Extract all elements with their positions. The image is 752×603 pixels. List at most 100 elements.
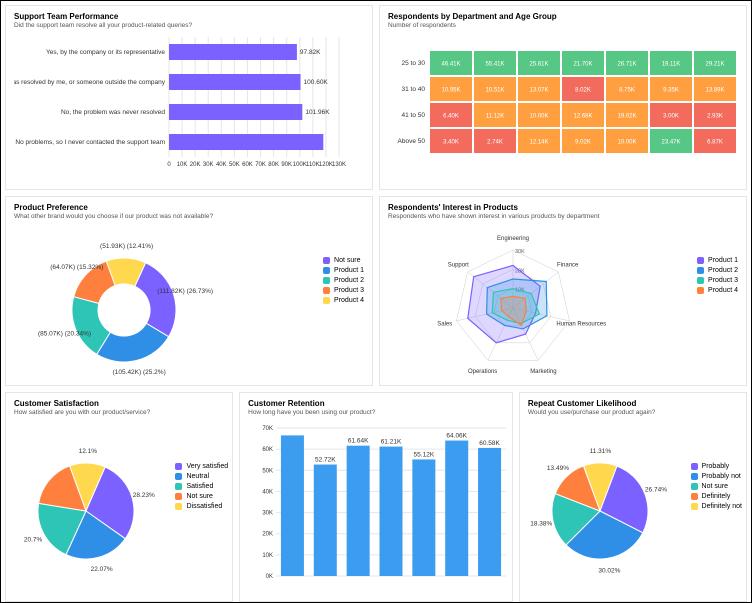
- donut-chart: (51.93K) (12.41%)(111.82K) (26.73%)(105.…: [14, 220, 249, 380]
- svg-text:26.74%: 26.74%: [645, 486, 667, 493]
- svg-text:52.72K: 52.72K: [315, 457, 336, 464]
- legend: Not sure Product 1 Product 2 Product 3 Produ…: [323, 257, 364, 307]
- svg-text:8.75K: 8.75K: [619, 88, 635, 94]
- svg-text:13.89K: 13.89K: [705, 88, 724, 94]
- svg-text:100.60K: 100.60K: [304, 79, 329, 86]
- legend: Very satisfiedNeutralSatisfiedNot sureDi…: [175, 463, 228, 513]
- product-pref-panel: Product Preference What other brand woul…: [5, 196, 373, 386]
- svg-text:Human Resources: Human Resources: [556, 322, 606, 328]
- panel-title: Customer Retention: [248, 399, 504, 408]
- panel-subtitle: How long have you been using our product…: [248, 409, 504, 416]
- svg-text:(105.42K) (25.2%): (105.42K) (25.2%): [113, 369, 166, 376]
- svg-text:29.21K: 29.21K: [705, 62, 724, 68]
- panel-title: Support Team Performance: [14, 12, 364, 21]
- svg-text:19.11K: 19.11K: [662, 62, 681, 68]
- svg-text:3.40K: 3.40K: [443, 140, 459, 146]
- legend-item: Not sure: [175, 493, 228, 500]
- panel-title: Respondents' Interest in Products: [388, 203, 738, 212]
- legend-item: Product 2: [697, 267, 738, 274]
- svg-text:40K: 40K: [216, 162, 227, 168]
- svg-text:8.02K: 8.02K: [575, 88, 591, 94]
- panel-title: Product Preference: [14, 203, 364, 212]
- svg-text:50K: 50K: [262, 468, 273, 474]
- legend: ProbablyProbably notNot sureDefinitelyDe…: [691, 463, 742, 513]
- svg-text:61.64K: 61.64K: [348, 438, 369, 445]
- svg-text:11.31%: 11.31%: [589, 448, 611, 455]
- legend-item: Product 2: [323, 277, 364, 284]
- heatmap-chart: 25 to 3046.41K55.41K25.61K21.70K26.71K19…: [388, 29, 747, 179]
- panel-subtitle: Respondents who have shown interest in v…: [388, 213, 738, 220]
- svg-text:100K: 100K: [293, 162, 307, 168]
- svg-text:12.1%: 12.1%: [79, 448, 98, 455]
- svg-text:13.49%: 13.49%: [547, 465, 569, 472]
- svg-text:Marketing: Marketing: [530, 369, 556, 375]
- svg-text:10K: 10K: [262, 553, 273, 559]
- svg-text:21.70K: 21.70K: [573, 62, 592, 68]
- svg-text:22.07%: 22.07%: [91, 566, 113, 573]
- svg-text:70K: 70K: [262, 426, 273, 432]
- svg-text:25 to 30: 25 to 30: [402, 60, 426, 67]
- svg-text:55.12K: 55.12K: [414, 451, 435, 458]
- legend-item: Definitely not: [691, 503, 742, 510]
- svg-text:No, the problem was never reso: No, the problem was never resolved: [61, 109, 165, 116]
- svg-text:30K: 30K: [515, 249, 525, 255]
- svg-text:0K: 0K: [266, 574, 273, 580]
- svg-text:Yes, by the company or its rep: Yes, by the company or its representativ…: [46, 49, 165, 56]
- svg-text:10.51K: 10.51K: [485, 88, 504, 94]
- legend-item: Product 4: [323, 297, 364, 304]
- svg-text:55.41K: 55.41K: [485, 62, 504, 68]
- panel-subtitle: What other brand would you choose if our…: [14, 213, 364, 220]
- svg-text:70K: 70K: [255, 162, 266, 168]
- legend-item: Neutral: [175, 473, 228, 480]
- svg-text:3.00K: 3.00K: [663, 114, 679, 120]
- svg-text:19.02K: 19.02K: [617, 114, 636, 120]
- svg-text:20K: 20K: [262, 532, 273, 538]
- svg-text:No problems, so I never contac: No problems, so I never contacted the su…: [15, 139, 165, 146]
- svg-text:50K: 50K: [229, 162, 240, 168]
- svg-text:64.06K: 64.06K: [447, 433, 468, 440]
- retention-panel: Customer Retention How long have you bee…: [239, 392, 513, 602]
- pie-chart: 11.31% 26.74% 30.02% 18.38% 13.49%: [528, 416, 683, 586]
- legend-item: Product 3: [323, 287, 364, 294]
- svg-text:46.41K: 46.41K: [441, 62, 460, 68]
- svg-text:Finance: Finance: [557, 262, 579, 268]
- svg-text:31 to 40: 31 to 40: [402, 86, 426, 93]
- panel-subtitle: How satisfied are you with our product/s…: [14, 409, 224, 416]
- svg-text:60K: 60K: [242, 162, 253, 168]
- svg-text:18.38%: 18.38%: [530, 520, 552, 527]
- svg-text:90K: 90K: [281, 162, 292, 168]
- radar-chart: 10K20K30KEngineeringFinanceHuman Resourc…: [388, 220, 648, 380]
- legend-item: Satisfied: [175, 483, 228, 490]
- legend-item: Dissatisfied: [175, 503, 228, 510]
- svg-text:13.07K: 13.07K: [529, 88, 548, 94]
- radar-panel: Respondents' Interest in Products Respon…: [379, 196, 747, 386]
- panel-title: Respondents by Department and Age Group: [388, 12, 738, 21]
- svg-text:12.14K: 12.14K: [529, 140, 548, 146]
- svg-text:80K: 80K: [268, 162, 279, 168]
- svg-text:(51.93K) (12.41%): (51.93K) (12.41%): [100, 243, 153, 250]
- svg-text:30K: 30K: [203, 162, 214, 168]
- panel-title: Repeat Customer Likelihood: [528, 399, 738, 408]
- svg-text:28.23%: 28.23%: [133, 492, 155, 499]
- svg-text:2.93K: 2.93K: [707, 114, 723, 120]
- svg-text:0: 0: [167, 162, 171, 168]
- legend-item: Product 3: [697, 277, 738, 284]
- svg-text:Engineering: Engineering: [497, 236, 529, 242]
- svg-text:97.82K: 97.82K: [300, 49, 321, 56]
- svg-text:30.02%: 30.02%: [598, 567, 620, 574]
- svg-text:20.7%: 20.7%: [24, 536, 43, 543]
- svg-text:41 to 50: 41 to 50: [402, 112, 426, 119]
- vbar-chart: 0K10K20K30K40K50K60K70K52.72K61.64K61.21…: [248, 416, 513, 591]
- panel-subtitle: Would you use/purchase our product again…: [528, 409, 738, 416]
- svg-text:110K: 110K: [306, 162, 320, 168]
- legend-item: Not sure: [323, 257, 364, 264]
- legend-item: Product 1: [323, 267, 364, 274]
- svg-text:11.12K: 11.12K: [486, 114, 505, 120]
- svg-text:101.96K: 101.96K: [305, 109, 330, 116]
- svg-text:10.00K: 10.00K: [529, 114, 548, 120]
- svg-text:120K: 120K: [319, 162, 333, 168]
- svg-text:40K: 40K: [262, 489, 273, 495]
- pie-chart: 12.1% 28.23% 22.07% 20.7%: [14, 416, 169, 586]
- legend-item: Probably not: [691, 473, 742, 480]
- repeat-panel: Repeat Customer Likelihood Would you use…: [519, 392, 747, 602]
